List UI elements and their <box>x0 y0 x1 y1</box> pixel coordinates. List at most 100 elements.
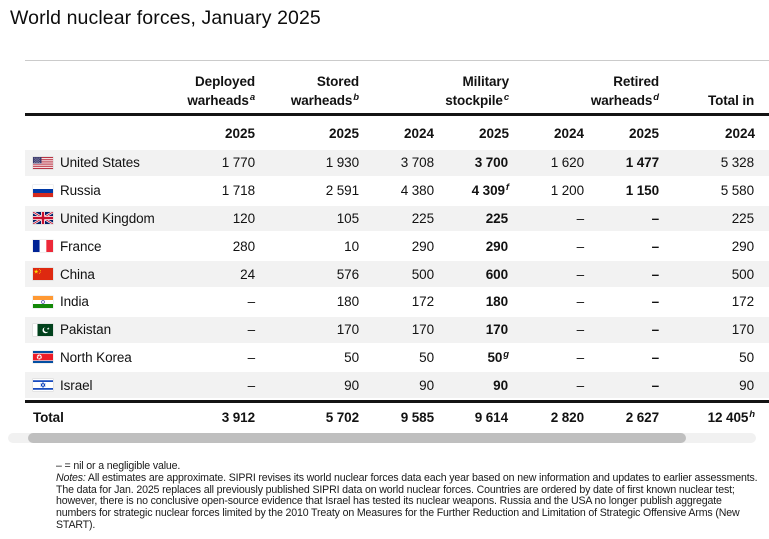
horizontal-scrollbar-track[interactable] <box>8 433 756 443</box>
notes-label: Notes: <box>56 471 86 484</box>
footnote-ref-d: d <box>653 92 659 103</box>
cell-retired-2025: – <box>651 322 660 338</box>
cell-stockpile-2024: 170 <box>411 322 434 338</box>
flag-north-korea-icon <box>33 351 53 364</box>
cell-retired-2025: 1 150 <box>625 183 659 199</box>
cell-retired-2025: 2 627 <box>625 410 659 426</box>
year-header: 2024 <box>724 126 755 141</box>
cell-retired-2024: – <box>576 238 585 254</box>
cell-deployed-2025: – <box>247 294 256 310</box>
footnote-ref-b: b <box>353 92 359 103</box>
flag-israel-icon <box>33 379 53 392</box>
cell-stored-2025: 180 <box>336 294 359 310</box>
cell-deployed-2025: 280 <box>232 238 255 254</box>
country-name: Israel <box>60 377 93 393</box>
country-name: China <box>60 266 95 282</box>
cell-deployed-2025: 3 912 <box>221 410 255 426</box>
total-rule <box>25 400 769 404</box>
cell-total-2024: 5 580 <box>720 183 754 199</box>
cell-stockpile-2025: 4 309f <box>471 182 509 199</box>
cell-stockpile-2024: 3 708 <box>400 155 434 171</box>
cell-retired-2024: 2 820 <box>550 410 584 426</box>
cell-retired-2025: – <box>651 349 660 365</box>
cell-stored-2025: 170 <box>336 322 359 338</box>
page-title: World nuclear forces, January 2025 <box>10 7 321 29</box>
cell-stockpile-2025: 225 <box>485 210 508 226</box>
flag-united-kingdom-icon <box>33 212 53 225</box>
cell-stockpile-2024: 9 585 <box>400 410 434 426</box>
country-name: Russia <box>60 183 101 199</box>
cell-stored-2025: 576 <box>336 266 359 282</box>
cell-stockpile-2025: 180 <box>485 294 508 310</box>
cell-stockpile-2024: 290 <box>411 238 434 254</box>
cell-stockpile-2024: 225 <box>411 210 434 226</box>
cell-total-2024: 500 <box>731 266 754 282</box>
flag-india-icon <box>33 295 53 308</box>
header-deployed-warheads: Deployed warheadsa <box>187 74 255 108</box>
flag-china-icon <box>33 268 53 281</box>
table-row-india: India – 180 172 180 – – 172 <box>25 289 769 317</box>
footnote-ref-a: a <box>249 92 255 103</box>
cell-retired-2025: – <box>651 266 660 282</box>
corner-cell <box>25 61 165 113</box>
cell-stockpile-2025: 9 614 <box>474 410 508 426</box>
year-header: 2025 <box>478 126 509 141</box>
cell-stored-2025: 105 <box>336 210 359 226</box>
cell-stockpile-2024: 50 <box>419 349 434 365</box>
cell-retired-2024: – <box>576 322 585 338</box>
cell-stockpile-2025: 170 <box>485 322 508 338</box>
cell-retired-2025: – <box>651 238 660 254</box>
cell-retired-2024: – <box>576 377 585 393</box>
cell-retired-2024: 1 200 <box>550 183 584 199</box>
cell-stockpile-2024: 172 <box>411 294 434 310</box>
country-name: North Korea <box>60 349 132 365</box>
cell-deployed-2025: – <box>247 349 256 365</box>
country-name: France <box>60 238 102 254</box>
cell-deployed-2025: – <box>247 322 256 338</box>
cell-stored-2025: 2 591 <box>325 183 359 199</box>
footnotes: – = nil or a negligible value. Notes: Al… <box>56 460 763 532</box>
footnote-ref-c: c <box>503 92 509 103</box>
footnote-ref-h: h <box>749 409 755 421</box>
notes-paragraph: Notes: All estimates are approximate. SI… <box>56 471 763 532</box>
table-row-united-states: United States 1 770 1 930 3 708 3 700 1 … <box>25 150 769 178</box>
flag-pakistan-icon <box>33 323 53 336</box>
horizontal-scrollbar-thumb[interactable] <box>28 433 686 443</box>
cell-deployed-2025: 120 <box>232 210 255 226</box>
country-name: United Kingdom <box>60 210 155 226</box>
footnote-ref-g: g <box>503 348 509 360</box>
cell-retired-2024: – <box>576 266 585 282</box>
cell-deployed-2025: – <box>247 377 256 393</box>
cell-stockpile-2025: 600 <box>485 266 508 282</box>
flag-france-icon <box>33 240 53 253</box>
footnote-ref-f: f <box>505 182 509 194</box>
cell-total-2024: 5 328 <box>720 155 754 171</box>
cell-stockpile-2024: 90 <box>419 377 434 393</box>
cell-stockpile-2025: 290 <box>485 238 508 254</box>
table-row-israel: Israel – 90 90 90 – – 90 <box>25 372 769 401</box>
table-row-united-kingdom: United Kingdom 120 105 225 225 – – 225 <box>25 205 769 234</box>
year-header: 2024 <box>403 126 434 141</box>
cell-deployed-2025: 1 770 <box>221 155 255 171</box>
cell-deployed-2025: 24 <box>240 266 255 282</box>
country-name: Pakistan <box>60 322 111 338</box>
cell-stored-2025: 90 <box>344 377 359 393</box>
year-header: 2024 <box>553 126 584 141</box>
cell-total-2024: 225 <box>731 210 754 226</box>
header-military-stockpile: Military stockpilec <box>445 74 509 108</box>
nil-note: – = nil or a negligible value. <box>56 460 181 472</box>
cell-retired-2024: – <box>576 210 585 226</box>
total-label: Total <box>33 410 64 426</box>
cell-stored-2025: 50 <box>344 349 359 365</box>
cell-total-2024: 12 405h <box>707 409 756 426</box>
cell-stored-2025: 10 <box>344 238 359 254</box>
cell-total-2024: 90 <box>739 377 754 393</box>
year-header: 2025 <box>628 126 659 141</box>
country-name: United States <box>60 155 140 171</box>
table-row-russia: Russia 1 718 2 591 4 380 4 309f 1 200 1 … <box>25 178 769 206</box>
cell-total-2024: 50 <box>739 349 754 365</box>
cell-deployed-2025: 1 718 <box>221 183 255 199</box>
table-body: United States 1 770 1 930 3 708 3 700 1 … <box>25 150 769 401</box>
table-row-france: France 280 10 290 290 – – 290 <box>25 233 769 262</box>
